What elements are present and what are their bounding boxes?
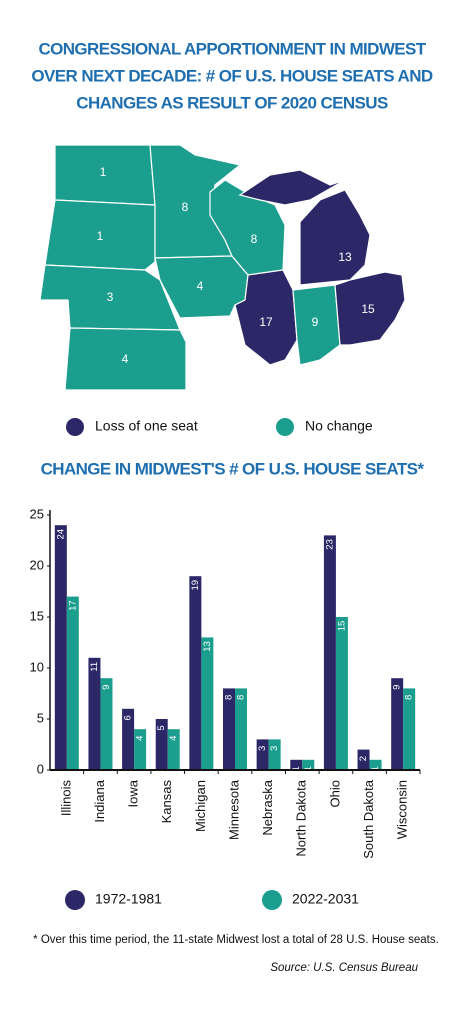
footnote: * Over this time period, the 11-state Mi… [33, 934, 439, 946]
title-line: CONGRESSIONAL APPORTIONMENT IN MIDWEST [38, 39, 426, 58]
state-seats: 13 [338, 250, 352, 264]
y-tick-label: 25 [30, 506, 44, 521]
bar [256, 739, 269, 770]
value-label: 9 [101, 685, 112, 690]
x-tick-label: Ohio [327, 780, 342, 807]
bar [302, 759, 315, 770]
bar [235, 688, 247, 770]
value-label: 6 [123, 715, 134, 720]
y-tick-label: 20 [30, 557, 44, 572]
value-label: 2 [358, 756, 369, 761]
value-label: 13 [202, 641, 213, 652]
x-tick-label: North Dakota [294, 779, 309, 856]
state-seats: 15 [361, 302, 375, 316]
bar [391, 678, 404, 770]
y-tick-label: 10 [30, 659, 44, 674]
state-seats: 4 [122, 352, 129, 366]
state [334, 271, 406, 346]
value-label: 5 [156, 725, 167, 730]
value-label: 15 [336, 621, 347, 632]
x-tick-label: South Dakota [361, 779, 376, 859]
bar [54, 525, 67, 770]
value-label: 17 [67, 600, 78, 611]
state-seats: 9 [312, 315, 319, 329]
value-label: 24 [55, 529, 66, 540]
title-line: OVER NEXT DECADE: # OF U.S. HOUSE SEATS … [31, 66, 432, 85]
bar [369, 759, 382, 770]
state-seats: 17 [259, 315, 273, 329]
state [44, 199, 156, 271]
state [238, 169, 346, 206]
bar [201, 637, 214, 770]
bar [66, 596, 79, 770]
state [64, 327, 187, 391]
legend-label: 1972-1981 [95, 891, 162, 907]
value-label: 8 [404, 695, 415, 700]
chart-title: CHANGE IN MIDWEST'S # OF U.S. HOUSE SEAT… [41, 459, 425, 478]
bar [100, 678, 113, 770]
value-label: 8 [224, 695, 235, 700]
value-label: 1 [291, 766, 302, 771]
value-label: 3 [257, 746, 268, 751]
y-tick-label: 0 [37, 761, 44, 776]
x-tick-label: Minnesota [226, 779, 241, 840]
value-label: 1 [303, 766, 314, 771]
legend-label: Loss of one seat [95, 418, 198, 434]
legend-swatch [66, 418, 84, 436]
value-label: 19 [190, 580, 201, 591]
state [234, 269, 298, 366]
state-seats: 4 [197, 279, 204, 293]
x-tick-label: Iowa [126, 779, 141, 807]
bar [290, 759, 303, 770]
state-seats: 1 [97, 229, 104, 243]
bar [167, 729, 180, 770]
y-tick-label: 15 [30, 608, 44, 623]
bar [122, 708, 135, 770]
legend-swatch [65, 890, 85, 910]
title-line: CHANGES AS RESULT OF 2020 CENSUS [76, 93, 388, 112]
state-seats: 8 [182, 200, 189, 214]
legend-swatch [262, 890, 282, 910]
x-tick-label: Kansas [159, 780, 174, 824]
x-tick-label: Nebraska [260, 779, 275, 835]
value-label: 9 [392, 685, 403, 690]
bar [403, 688, 416, 770]
value-label: 4 [168, 736, 179, 741]
value-label: 23 [324, 539, 335, 550]
bar [155, 719, 168, 770]
bar [223, 688, 235, 770]
y-tick-label: 5 [37, 710, 44, 725]
x-tick-label: Illinois [58, 780, 73, 817]
state-seats: 3 [107, 290, 114, 304]
x-tick-label: Michigan [193, 780, 208, 832]
value-label: 1 [370, 766, 381, 771]
state [299, 189, 371, 286]
value-label: 11 [89, 662, 100, 672]
bar [357, 749, 370, 770]
legend-label: No change [305, 418, 373, 434]
x-tick-label: Wisconsin [395, 780, 410, 839]
value-label: 3 [269, 746, 280, 751]
value-label: 8 [236, 695, 247, 700]
bar [88, 657, 101, 770]
x-tick-label: Indiana [92, 779, 107, 822]
bar [134, 729, 147, 770]
bar [335, 617, 348, 770]
legend-label: 2022-2031 [292, 891, 359, 907]
legend-swatch [276, 418, 294, 436]
bar [268, 739, 281, 770]
state-seats: 1 [100, 165, 107, 179]
state-seats: 8 [251, 232, 258, 246]
value-label: 4 [135, 736, 146, 741]
bar [323, 535, 336, 770]
source: Source: U.S. Census Bureau [270, 962, 418, 974]
bar [189, 576, 202, 770]
